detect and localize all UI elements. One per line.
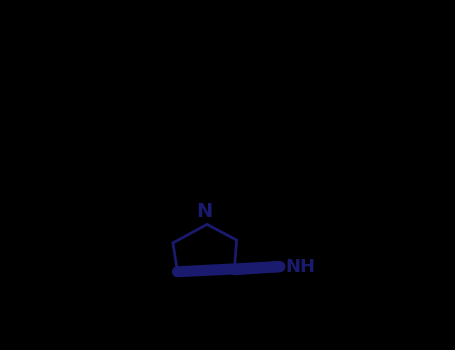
Text: N: N [197,202,213,221]
Text: NH: NH [286,258,316,275]
